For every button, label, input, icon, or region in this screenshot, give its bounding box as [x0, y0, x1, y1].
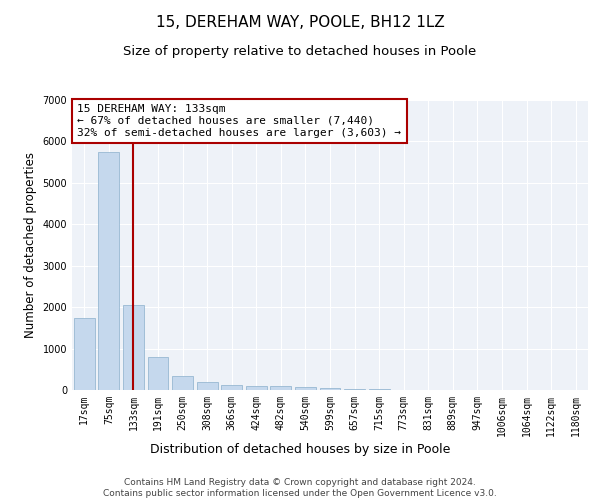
Bar [295, 387, 316, 390]
Text: 15, DEREHAM WAY, POOLE, BH12 1LZ: 15, DEREHAM WAY, POOLE, BH12 1LZ [155, 15, 445, 30]
Bar [271, 386, 292, 390]
Bar [172, 376, 193, 390]
Text: Size of property relative to detached houses in Poole: Size of property relative to detached ho… [124, 45, 476, 58]
Bar [320, 388, 340, 390]
Bar [123, 305, 144, 390]
Bar [246, 386, 267, 390]
Text: 15 DEREHAM WAY: 133sqm
← 67% of detached houses are smaller (7,440)
32% of semi-: 15 DEREHAM WAY: 133sqm ← 67% of detached… [77, 104, 401, 138]
Bar [344, 389, 365, 390]
Bar [148, 357, 169, 390]
Y-axis label: Number of detached properties: Number of detached properties [24, 152, 37, 338]
Bar [197, 382, 218, 390]
Bar [368, 389, 389, 390]
Bar [221, 384, 242, 390]
Text: Distribution of detached houses by size in Poole: Distribution of detached houses by size … [150, 442, 450, 456]
Bar [74, 318, 95, 390]
Text: Contains HM Land Registry data © Crown copyright and database right 2024.
Contai: Contains HM Land Registry data © Crown c… [103, 478, 497, 498]
Bar [98, 152, 119, 390]
